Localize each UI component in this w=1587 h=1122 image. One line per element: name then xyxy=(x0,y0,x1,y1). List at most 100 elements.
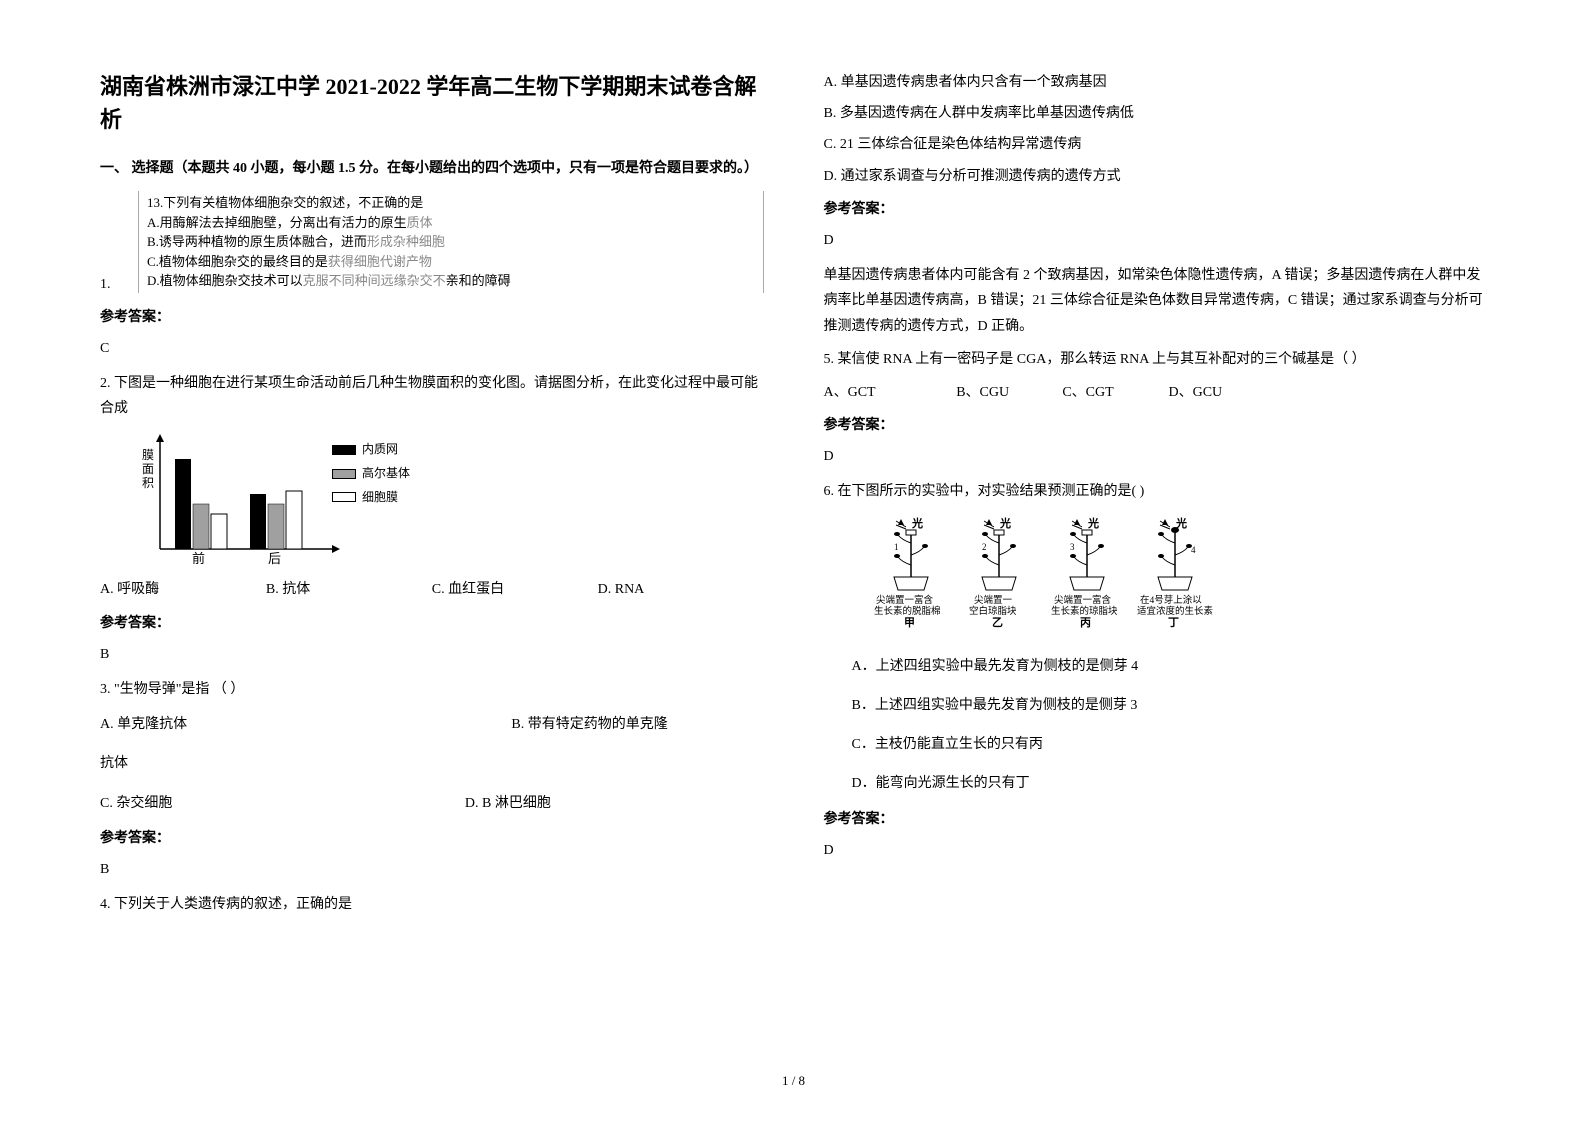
svg-text:甲: 甲 xyxy=(904,616,915,629)
q3-options-row2: C. 杂交细胞 D. B 淋巴细胞 xyxy=(100,791,764,816)
q1-optA: A.用酶解法去掉细胞壁，分离出有活力的原生质体 xyxy=(147,213,755,233)
q1-optC: C.植物体细胞杂交的最终目的是获得细胞代谢产物 xyxy=(147,252,755,272)
svg-text:尖端置一: 尖端置一 xyxy=(974,594,1013,606)
svg-text:面: 面 xyxy=(142,462,154,476)
plant-ding: 光 4 xyxy=(1158,516,1196,590)
left-column: 湖南省株洲市渌江中学 2021-2022 学年高二生物下学期期末试卷含解析 一、… xyxy=(100,70,764,1082)
q5-stem: 5. 某信使 RNA 上有一密码子是 CGA，那么转运 RNA 上与其互补配对的… xyxy=(824,347,1488,372)
q3-options-row1: A. 单克隆抗体 B. 带有特定药物的单克隆 xyxy=(100,712,764,737)
q5-optC: C、CGT xyxy=(1062,380,1168,405)
legend-item-er: 内质网 xyxy=(332,439,410,461)
q5-options: A、GCT B、CGU C、CGT D、GCU xyxy=(824,380,1488,405)
q4-optC: C. 21 三体综合征是染色体结构异常遗传病 xyxy=(824,132,1488,157)
q5-answer-label: 参考答案： xyxy=(824,413,1488,438)
q6-stem: 6. 在下图所示的实验中，对实验结果预测正确的是( ) xyxy=(824,479,1488,504)
plant-yi: 光 2 xyxy=(982,516,1016,590)
svg-text:生长素的琼脂块: 生长素的琼脂块 xyxy=(1051,605,1118,617)
legend-item-golgi: 高尔基体 xyxy=(332,463,410,485)
svg-text:2: 2 xyxy=(982,542,987,552)
q2-answer: B xyxy=(100,642,764,667)
q2-chart: 膜 面 积 前 后 内质网 xyxy=(100,429,380,569)
q3-optA: A. 单克隆抗体 xyxy=(100,712,511,737)
q6-answer: D xyxy=(824,838,1488,863)
q2-optA: A. 呼吸酶 xyxy=(100,577,266,602)
legend-swatch-er xyxy=(332,445,356,455)
q3-stem: 3. "生物导弹"是指 （ ） xyxy=(100,677,764,702)
q5-optD: D、GCU xyxy=(1169,380,1302,405)
q2-optC: C. 血红蛋白 xyxy=(432,577,598,602)
q1-optB: B.诱导两种植物的原生质体融合，进而形成杂种细胞 xyxy=(147,232,755,252)
q5-optA: A、GCT xyxy=(824,380,957,405)
q4-answer-label: 参考答案： xyxy=(824,197,1488,222)
q3-optB-cont: 抗体 xyxy=(100,751,764,776)
bar-before-membrane xyxy=(211,514,227,549)
q1-stem: 13.下列有关植物体细胞杂交的叙述，不正确的是 xyxy=(147,193,755,213)
q1-answer-label: 参考答案： xyxy=(100,305,764,330)
legend-swatch-golgi xyxy=(332,469,356,479)
q6-optD: D．能弯向光源生长的只有丁 xyxy=(824,771,1488,796)
svg-text:空白琼脂块: 空白琼脂块 xyxy=(969,605,1017,617)
svg-text:光: 光 xyxy=(1087,516,1099,530)
plant-jia: 光 1 xyxy=(894,516,928,590)
q2-options: A. 呼吸酶 B. 抗体 C. 血红蛋白 D. RNA xyxy=(100,577,764,602)
q4-optB: B. 多基因遗传病在人群中发病率比单基因遗传病低 xyxy=(824,101,1488,126)
q4-optA: A. 单基因遗传病患者体内只含有一个致病基因 xyxy=(824,70,1488,95)
q4-answer: D xyxy=(824,228,1488,253)
svg-text:尖端置一富含: 尖端置一富含 xyxy=(1054,594,1112,606)
q4-optD: D. 通过家系调查与分析可推测遗传病的遗传方式 xyxy=(824,164,1488,189)
q5-answer: D xyxy=(824,444,1488,469)
page-container: 湖南省株洲市渌江中学 2021-2022 学年高二生物下学期期末试卷含解析 一、… xyxy=(100,70,1487,1082)
q3-optB-part: B. 带有特定药物的单克隆 xyxy=(511,712,763,737)
experiment-svg: 光 1 光 xyxy=(864,515,1224,635)
svg-text:积: 积 xyxy=(142,476,154,490)
q3-optC: C. 杂交细胞 xyxy=(100,791,465,816)
q4-explanation: 单基因遗传病患者体内可能含有 2 个致病基因，如常染色体隐性遗传病，A 错误；多… xyxy=(824,263,1488,339)
plant-bing: 光 3 xyxy=(1070,516,1104,590)
q6-optA: A．上述四组实验中最先发育为侧枝的是侧芽 4 xyxy=(824,654,1488,679)
q1-optD: D.植物体细胞杂交技术可以克服不同种间远缘杂交不亲和的障碍 xyxy=(147,271,755,291)
q6-optC: C．主枝仍能直立生长的只有丙 xyxy=(824,732,1488,757)
chart-legend: 内质网 高尔基体 细胞膜 xyxy=(332,439,410,510)
page-number: 1 / 8 xyxy=(782,1069,805,1092)
q2-answer-label: 参考答案： xyxy=(100,611,764,636)
svg-text:丁: 丁 xyxy=(1168,616,1179,629)
svg-text:乙: 乙 xyxy=(992,616,1003,629)
q1-number: 1. xyxy=(100,272,118,297)
q4-stem: 4. 下列关于人类遗传病的叙述，正确的是 xyxy=(100,892,764,917)
chart-ylabel: 膜 xyxy=(142,448,154,462)
q1-box: 13.下列有关植物体细胞杂交的叙述，不正确的是 A.用酶解法去掉细胞壁，分离出有… xyxy=(138,191,764,293)
section-header: 一、 选择题（本题共 40 小题，每小题 1.5 分。在每小题给出的四个选项中，… xyxy=(100,156,764,181)
svg-text:尖端置一富含: 尖端置一富含 xyxy=(876,594,934,606)
q3-optD: D. B 淋巴细胞 xyxy=(465,791,764,816)
chart-xlabel-after: 后 xyxy=(268,551,281,566)
q6-optB: B．上述四组实验中最先发育为侧枝的是侧芽 3 xyxy=(824,693,1488,718)
svg-text:光: 光 xyxy=(911,516,923,530)
q2-stem: 2. 下图是一种细胞在进行某项生命活动前后几种生物膜面积的变化图。请据图分析，在… xyxy=(100,371,764,421)
svg-text:适宜浓度的生长素: 适宜浓度的生长素 xyxy=(1137,605,1214,617)
legend-item-membrane: 细胞膜 xyxy=(332,487,410,509)
svg-text:1: 1 xyxy=(894,542,899,552)
bar-before-golgi xyxy=(193,504,209,549)
q2-optB: B. 抗体 xyxy=(266,577,432,602)
q3-answer-label: 参考答案： xyxy=(100,826,764,851)
svg-text:生长素的脱脂棉: 生长素的脱脂棉 xyxy=(874,605,941,617)
q6-experiment-figure: 光 1 光 xyxy=(864,515,1224,644)
q1-answer: C xyxy=(100,336,764,361)
svg-text:丙: 丙 xyxy=(1080,616,1091,629)
svg-text:光: 光 xyxy=(999,516,1011,530)
q5-optB: B、CGU xyxy=(956,380,1062,405)
svg-text:3: 3 xyxy=(1070,542,1075,552)
q2-optD: D. RNA xyxy=(598,577,764,602)
q3-answer: B xyxy=(100,857,764,882)
bar-after-golgi xyxy=(268,504,284,549)
bar-after-er xyxy=(250,494,266,549)
svg-text:在4号芽上涂以: 在4号芽上涂以 xyxy=(1140,594,1202,606)
legend-swatch-membrane xyxy=(332,492,356,502)
chart-xlabel-before: 前 xyxy=(192,551,205,566)
q6-answer-label: 参考答案： xyxy=(824,807,1488,832)
bar-before-er xyxy=(175,459,191,549)
svg-text:4: 4 xyxy=(1191,545,1196,555)
document-title: 湖南省株洲市渌江中学 2021-2022 学年高二生物下学期期末试卷含解析 xyxy=(100,70,764,136)
right-column: A. 单基因遗传病患者体内只含有一个致病基因 B. 多基因遗传病在人群中发病率比… xyxy=(824,70,1488,1082)
bar-after-membrane xyxy=(286,491,302,549)
